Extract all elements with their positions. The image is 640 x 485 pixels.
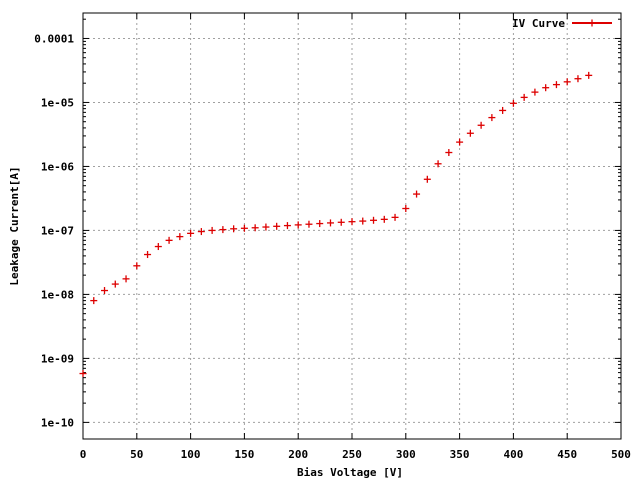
axis-ticks [82, 13, 622, 439]
data-point [144, 251, 152, 259]
data-point [380, 215, 388, 223]
x-axis-title: Bias Voltage [V] [297, 466, 403, 479]
legend: IV Curve [512, 17, 612, 30]
data-point [165, 236, 173, 244]
y-axis-title: Leakage Current[A] [8, 166, 21, 285]
data-point [187, 229, 195, 237]
x-tick-label: 400 [503, 448, 523, 461]
y-tick-label: 1e-08 [41, 288, 74, 301]
data-point [176, 233, 184, 241]
data-point [283, 222, 291, 230]
data-point [585, 71, 593, 79]
data-point [154, 243, 162, 251]
legend-label: IV Curve [512, 17, 565, 30]
y-tick-label: 1e-06 [41, 160, 74, 173]
y-tick-label: 1e-09 [41, 352, 74, 365]
data-point [348, 218, 356, 226]
data-point [251, 224, 259, 232]
data-point [423, 175, 431, 183]
data-point [273, 222, 281, 230]
y-tick-label: 1e-10 [41, 416, 74, 429]
data-point [542, 84, 550, 92]
data-point [402, 205, 410, 213]
x-tick-label: 50 [130, 448, 143, 461]
y-tick-label: 0.0001 [34, 32, 74, 45]
data-point [466, 129, 474, 137]
x-tick-label: 150 [234, 448, 254, 461]
data-point [326, 219, 334, 227]
data-point [520, 93, 528, 101]
y-tick-label: 1e-05 [41, 96, 74, 109]
data-points [79, 71, 593, 378]
data-point [337, 218, 345, 226]
data-point [133, 262, 141, 270]
data-point [79, 370, 87, 378]
data-point [219, 226, 227, 234]
data-point [413, 190, 421, 198]
data-point [101, 287, 109, 295]
data-point [531, 88, 539, 96]
x-tick-label: 300 [396, 448, 416, 461]
legend-marker [588, 19, 596, 27]
data-point [434, 160, 442, 168]
data-point [294, 221, 302, 229]
data-point [391, 213, 399, 221]
y-tick-label: 1e-07 [41, 224, 74, 237]
data-point [111, 280, 119, 288]
data-point [230, 225, 238, 233]
x-tick-label: 500 [611, 448, 631, 461]
x-tick-label: 450 [557, 448, 577, 461]
data-point [563, 78, 571, 86]
data-point [262, 223, 270, 231]
data-point [574, 75, 582, 83]
x-tick-label: 250 [342, 448, 362, 461]
x-tick-label: 0 [80, 448, 87, 461]
data-point [509, 99, 517, 107]
data-point [316, 220, 324, 228]
data-point [90, 297, 98, 305]
data-point [359, 217, 367, 225]
data-point [477, 121, 485, 129]
data-point [445, 149, 453, 157]
data-point [305, 220, 313, 228]
x-tick-labels: 0 50 100 150 200 250 300 350 400 450 500 [80, 448, 631, 461]
x-tick-label: 100 [181, 448, 201, 461]
data-point [488, 114, 496, 122]
data-point [456, 138, 464, 146]
x-tick-label: 200 [288, 448, 308, 461]
data-point [197, 228, 205, 236]
data-point [552, 81, 560, 89]
data-point [122, 275, 130, 283]
y-tick-labels: 1e-10 1e-09 1e-08 1e-07 1e-06 1e-05 0.0001 [34, 32, 74, 429]
data-point [208, 226, 216, 234]
data-point [370, 216, 378, 224]
x-tick-label: 350 [450, 448, 470, 461]
data-point [499, 106, 507, 114]
data-point [240, 224, 248, 232]
